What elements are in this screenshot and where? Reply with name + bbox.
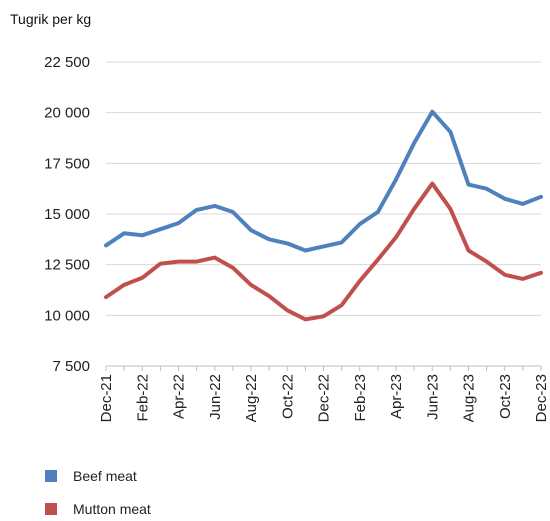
data-point <box>141 277 143 279</box>
data-point <box>105 244 107 246</box>
x-tick-label: Oct-22 <box>279 374 296 419</box>
data-point <box>123 232 125 234</box>
x-tick-label: Aug-23 <box>461 374 478 422</box>
data-point <box>141 234 143 236</box>
y-tick-label: 15 000 <box>44 206 90 223</box>
x-axis-ticks: Dec-21 Feb-22 Apr-22 Jun-22 Aug-22 Oct-22 Dec-… <box>98 374 550 422</box>
legend: Beef meat Mutton meat <box>45 468 151 517</box>
data-point <box>486 261 488 263</box>
data-point <box>323 245 324 247</box>
data-point <box>413 208 415 210</box>
data-point <box>341 241 343 243</box>
data-point <box>286 309 288 311</box>
data-point <box>268 295 270 297</box>
x-axis <box>105 365 542 371</box>
x-tick-label: Dec-21 <box>98 374 115 422</box>
x-tick-label: Oct-23 <box>497 374 514 419</box>
y-tick-label: 7 500 <box>52 358 90 375</box>
data-point <box>504 198 506 200</box>
x-tick-label: Aug-22 <box>243 374 260 422</box>
data-point <box>522 203 524 205</box>
x-tick-label: Dec-22 <box>316 374 333 422</box>
data-point <box>268 238 270 240</box>
data-point <box>449 208 451 210</box>
data-point <box>304 249 306 251</box>
legend-swatch <box>45 503 57 515</box>
data-point <box>159 263 161 265</box>
data-point <box>250 229 252 231</box>
data-point <box>413 142 415 144</box>
y-axis-unit-label: Tugrik per kg <box>10 11 91 27</box>
data-point <box>214 205 216 207</box>
y-axis-ticks: 7 500 10 000 12 500 15 000 17 500 20 000 22 50… <box>44 54 90 375</box>
data-point <box>377 211 379 213</box>
data-point <box>178 261 179 263</box>
data-point <box>431 183 433 185</box>
x-tick-label: Jun-23 <box>424 374 441 420</box>
x-tick-label: Jun-22 <box>207 374 224 420</box>
data-point <box>486 188 488 190</box>
data-point <box>341 304 343 306</box>
data-point <box>540 272 542 274</box>
y-tick-label: 10 000 <box>44 307 90 324</box>
y-tick-label: 20 000 <box>44 105 90 122</box>
data-point <box>395 236 397 238</box>
data-point <box>359 280 361 282</box>
data-point <box>395 179 397 181</box>
legend-label: Mutton meat <box>73 501 151 517</box>
data-point <box>196 261 198 263</box>
x-tick-label: Apr-22 <box>171 374 188 419</box>
data-point <box>178 222 179 224</box>
data-point <box>359 223 361 225</box>
legend-swatch <box>45 470 57 482</box>
legend-label: Beef meat <box>73 468 137 484</box>
data-point <box>504 274 506 276</box>
series-lines <box>104 109 543 322</box>
data-point <box>468 249 469 251</box>
data-point <box>123 284 125 286</box>
data-point <box>468 184 469 186</box>
series-line-mutton-meat <box>104 181 543 322</box>
x-tick-label: Dec-23 <box>533 374 550 422</box>
y-tick-label: 12 500 <box>44 257 90 274</box>
data-point <box>196 209 198 211</box>
y-tick-label: 17 500 <box>44 155 90 172</box>
series-line-beef-meat <box>104 109 543 253</box>
data-point <box>522 278 524 280</box>
data-point <box>232 267 234 269</box>
data-point <box>449 131 451 133</box>
data-point <box>286 242 288 244</box>
data-point <box>323 315 324 317</box>
x-tick-label: Feb-23 <box>352 374 369 422</box>
data-point <box>232 211 234 213</box>
data-point <box>105 296 107 298</box>
data-point <box>540 196 542 198</box>
y-tick-label: 22 500 <box>44 54 90 71</box>
x-tick-label: Feb-22 <box>134 374 151 422</box>
x-tick-label: Apr-23 <box>388 374 405 419</box>
data-point <box>159 228 161 230</box>
data-point <box>377 259 379 261</box>
data-point <box>304 318 306 320</box>
data-point <box>431 111 433 113</box>
data-point <box>214 257 216 259</box>
gridlines <box>106 61 541 316</box>
data-point <box>250 284 252 286</box>
